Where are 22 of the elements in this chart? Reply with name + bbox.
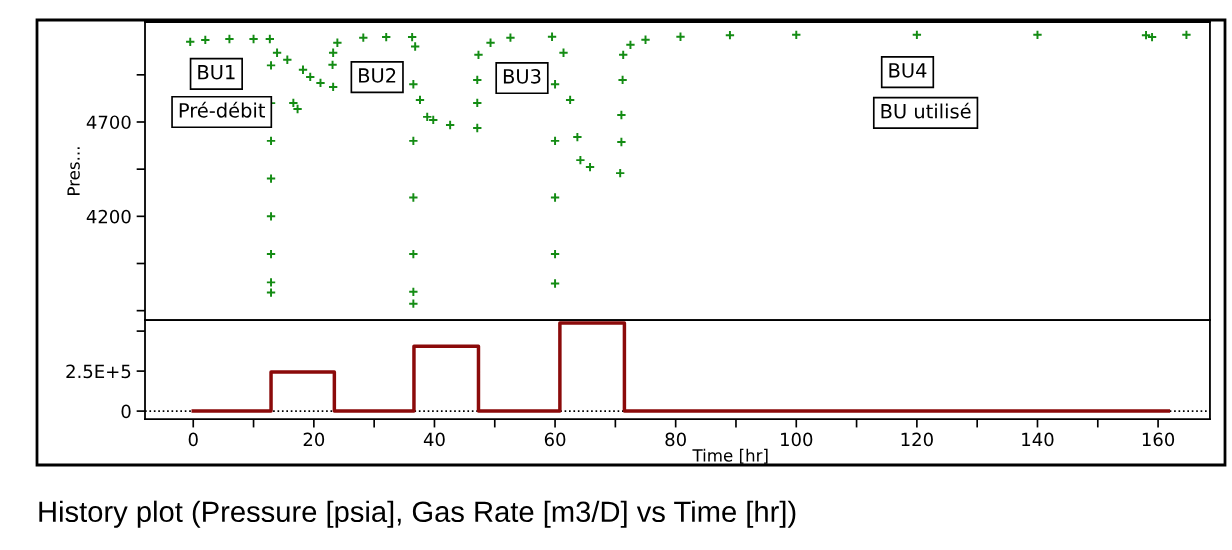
annotation: BU2 [359,68,396,83]
annotation: BU utilisé [881,102,971,119]
x-tick-label: 20 [303,432,325,447]
x-tick-label: 80 [665,432,686,447]
x-tick-label: 160 [1142,432,1175,447]
x-tick-label: 120 [901,432,933,447]
annotation: BU3 [503,68,541,84]
annotation: BU1 [198,65,235,80]
y-axis-title: Pres... [67,147,80,195]
annotation: Pré-débit [179,101,266,118]
annotation: BU4 [889,63,927,78]
x-tick-label: 100 [781,432,813,447]
x-tick-label: 60 [544,432,566,447]
text: History plot (Pressure [psia], Gas Rate [m3/D] vs Time [hr]) [39,500,796,528]
y-tick-label: 2.5E+5 [66,364,131,379]
x-tick-label: 40 [423,432,445,447]
x-axis-title: Time [hr] [692,448,768,464]
y-tick-label: 4700 [86,115,131,130]
y-tick-label: 4200 [86,209,131,224]
x-tick-label: 0 [188,432,198,447]
x-tick-label: 140 [1022,432,1054,447]
y-tick-label: 0 [121,404,131,419]
